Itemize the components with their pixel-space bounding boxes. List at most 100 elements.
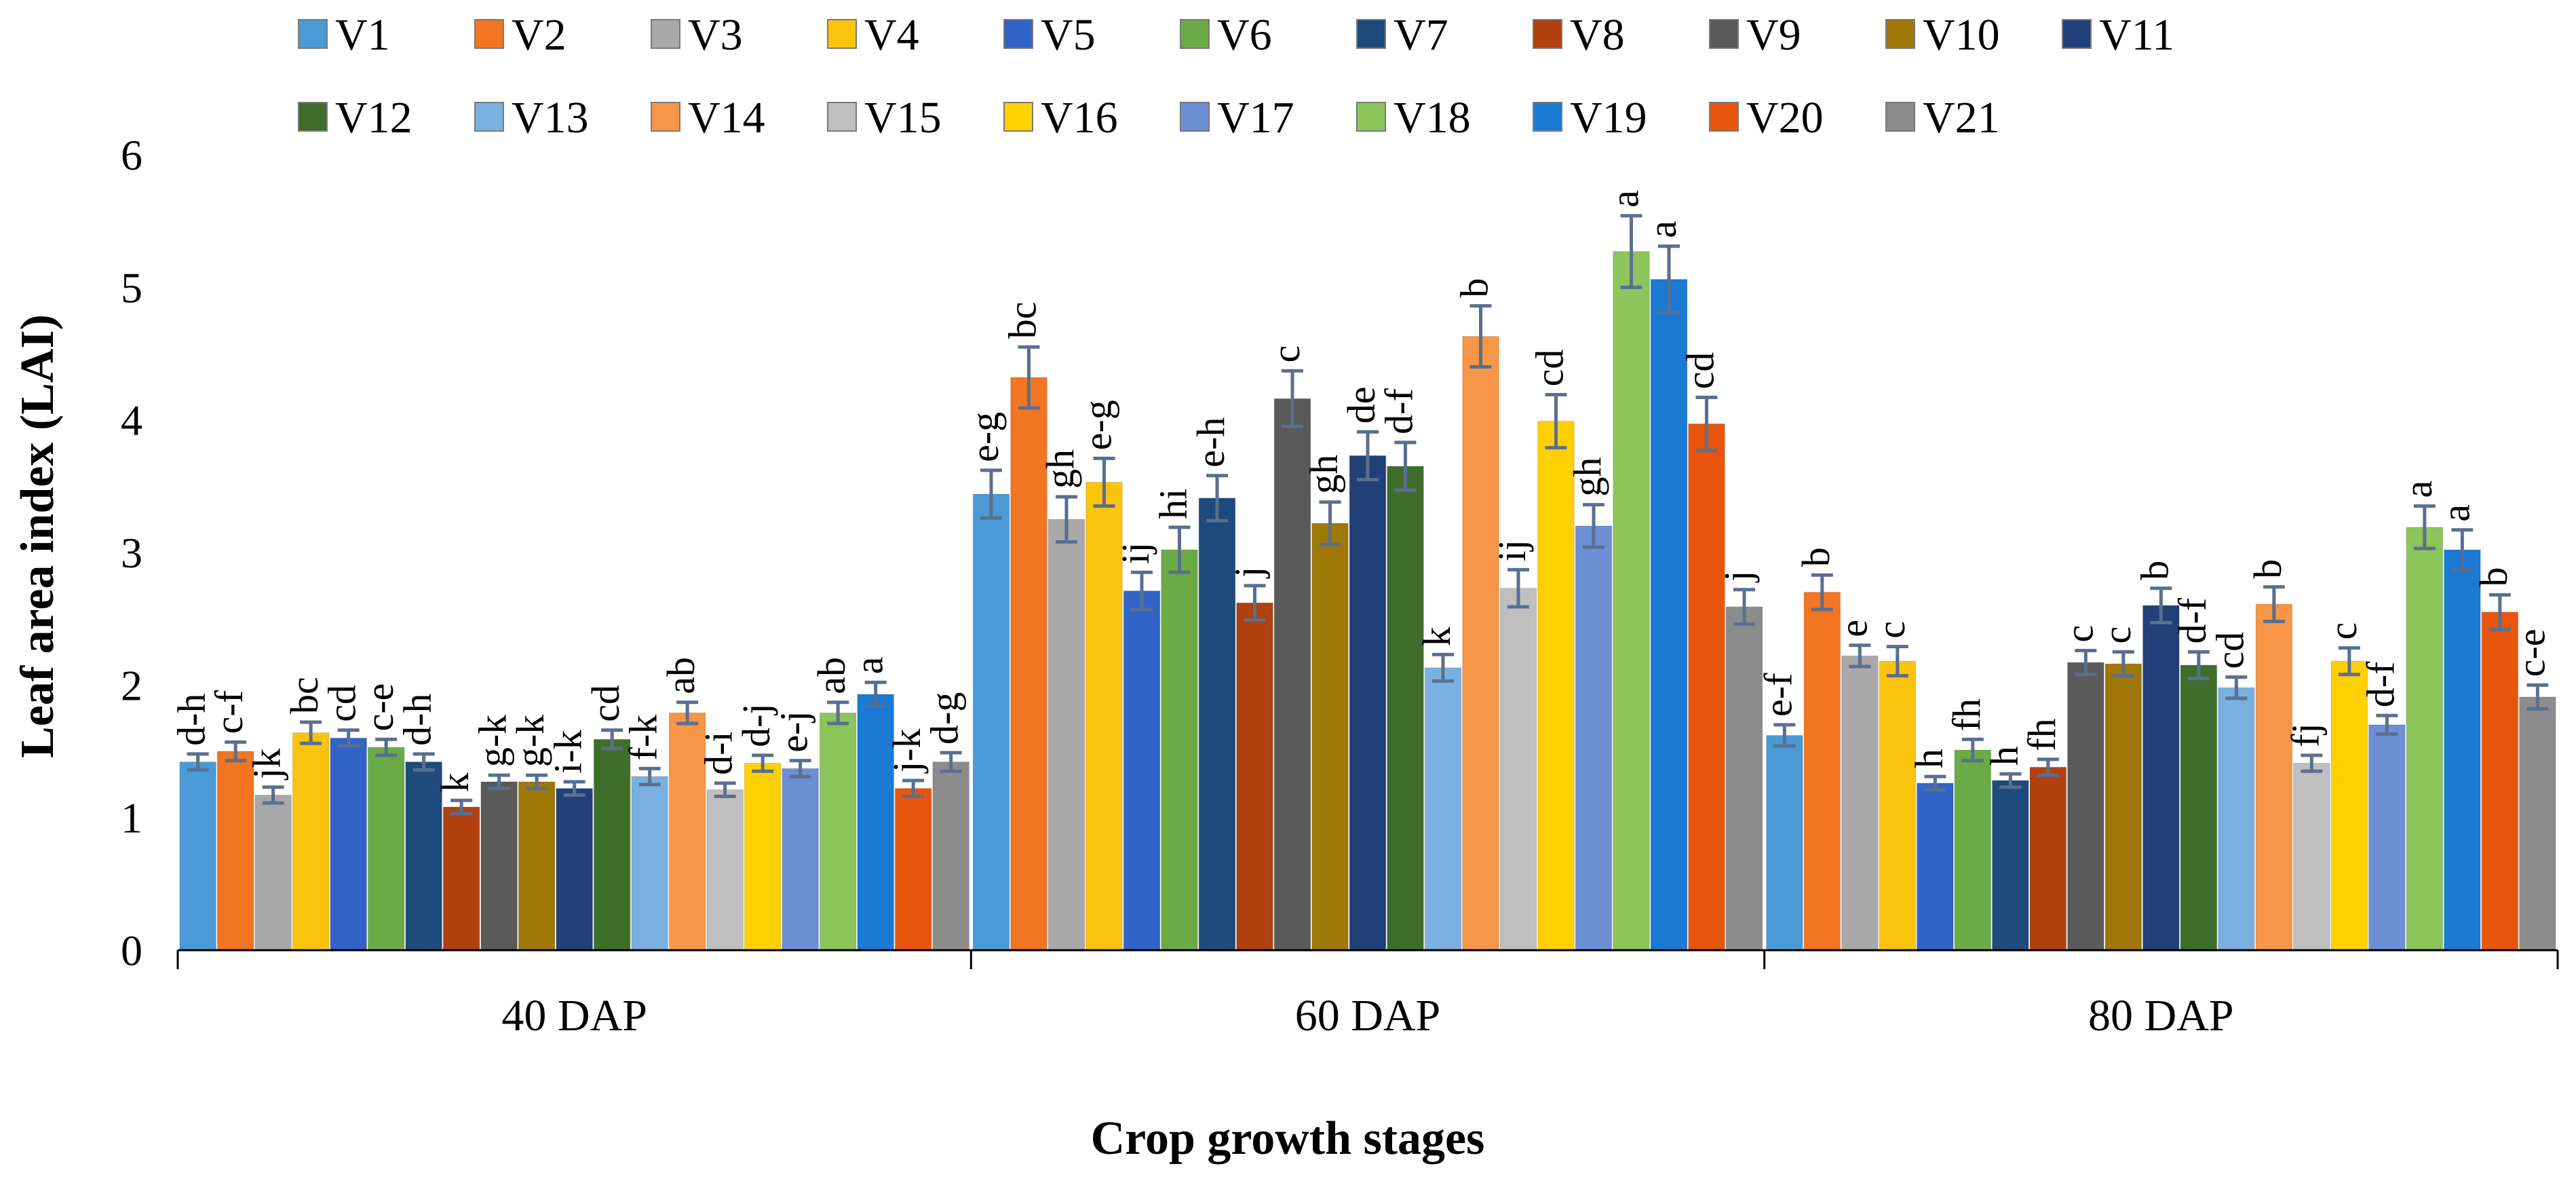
series-v14: a b b b (659, 278, 2293, 951)
significance-label: d-g (923, 692, 967, 745)
x-category-label: 60 DAP (1295, 991, 1441, 1040)
y-tick-label: 6 (121, 131, 142, 179)
x-axis: 40 DAP 60 DAP 80 DAP (176, 949, 2559, 1040)
legend-label: V1 (335, 10, 390, 60)
legend-item: V19 (1533, 93, 1647, 143)
significance-label: e-f (1756, 673, 1800, 717)
error-bar (638, 766, 661, 787)
significance-label: k (1415, 626, 1459, 646)
legend-item: V1 (298, 10, 390, 60)
bar (668, 712, 706, 951)
error-bar (601, 728, 623, 751)
series-v11: i-k de b (546, 386, 2180, 951)
series-v4: bc e-g c (282, 400, 1917, 951)
significance-label: fj (2283, 723, 2327, 747)
error-bar (337, 728, 360, 748)
error-bar (2376, 713, 2398, 736)
error-bar (526, 773, 548, 791)
bar (1613, 251, 1650, 951)
y-axis-title: Leaf area index (LAI) (12, 314, 64, 758)
bar (932, 762, 969, 951)
significance-label: c (2321, 622, 2365, 640)
error-bar (2037, 757, 2059, 777)
legend: V1 V2 V3 V4 V5 V6 V7 V8 V9 V10 V11 V12 V13 V14 V15 V16 V… (298, 10, 2174, 143)
legend-item: V4 (827, 10, 919, 60)
error-bar (2263, 585, 2285, 624)
error-bar (2187, 650, 2210, 681)
significance-label: d-f (2358, 661, 2402, 707)
bar (179, 762, 216, 951)
significance-label: bc (1001, 301, 1045, 339)
bar (2029, 766, 2067, 951)
legend-item: V2 (474, 10, 566, 60)
bar (972, 493, 1010, 951)
error-bar (2488, 593, 2511, 631)
legend-item: V5 (1003, 10, 1096, 60)
significance-label: d-j (734, 703, 778, 747)
bar (1010, 377, 1047, 951)
legend-item: V9 (1709, 10, 1801, 60)
error-bar (714, 781, 736, 798)
significance-label: gh (1302, 455, 1346, 494)
error-bar (1432, 652, 1454, 683)
legend-swatch (2062, 19, 2092, 49)
legend-label: V16 (1041, 93, 1118, 143)
bar (2104, 663, 2142, 951)
significance-label: a (847, 657, 891, 675)
error-bar (1319, 500, 1341, 546)
series-v9: g-k c c (471, 345, 2104, 951)
bar (367, 747, 405, 951)
bar (1841, 655, 1879, 951)
legend-label: V14 (688, 93, 765, 143)
bar (1725, 606, 1763, 951)
legend-item: V15 (827, 93, 942, 143)
significance-label: e (1831, 620, 1875, 637)
error-bar (1999, 772, 2022, 789)
series-v20: j-k cd b (885, 352, 2519, 951)
legend-item: V20 (1709, 93, 1824, 143)
significance-label: j (1227, 567, 1271, 579)
bar (216, 751, 254, 951)
bar (894, 788, 932, 951)
significance-label: h (1906, 749, 1950, 768)
error-bar (1018, 345, 1040, 410)
significance-label: b (2132, 561, 2176, 580)
error-bar (1658, 244, 1680, 314)
legend-item: V7 (1356, 10, 1448, 60)
legend-swatch (651, 102, 680, 132)
error-bar (2075, 649, 2097, 677)
bar (1236, 602, 1273, 951)
significance-label: bc (282, 677, 326, 714)
legend-swatch (651, 19, 680, 49)
significance-label: b (2246, 559, 2290, 579)
y-tick-label: 0 (121, 926, 142, 975)
error-bar (1773, 723, 1796, 748)
error-bar (1168, 525, 1191, 574)
significance-label: b (1794, 547, 1838, 567)
series-v6: c-e hi fh (358, 489, 1992, 951)
error-bar (1811, 573, 1833, 612)
significance-label: g-k (508, 715, 552, 767)
significance-label: d-f (2170, 597, 2214, 643)
bar (782, 768, 819, 951)
series-v12: cd d-f d-f (583, 388, 2218, 951)
bar (1161, 549, 1198, 951)
bar (1424, 667, 1462, 951)
legend-label: V20 (1746, 93, 1824, 143)
error-bar (1507, 567, 1529, 609)
error-bar (1620, 214, 1642, 289)
significance-label: a (1603, 190, 1647, 208)
error-bar (1886, 645, 1908, 678)
legend-swatch (1885, 19, 1915, 49)
error-bar (187, 752, 209, 772)
significance-label: j (1716, 571, 1760, 583)
y-tick-label: 2 (121, 661, 142, 709)
legend-item: V10 (1885, 10, 2000, 60)
significance-label: j-k (885, 729, 929, 774)
error-bar (450, 798, 473, 816)
legend-label: V4 (864, 10, 919, 60)
series-v7: d-h e-h h (396, 417, 2029, 951)
error-bar (1394, 440, 1417, 492)
significance-label: e-h (1189, 417, 1233, 468)
legend-label: V5 (1041, 10, 1096, 60)
